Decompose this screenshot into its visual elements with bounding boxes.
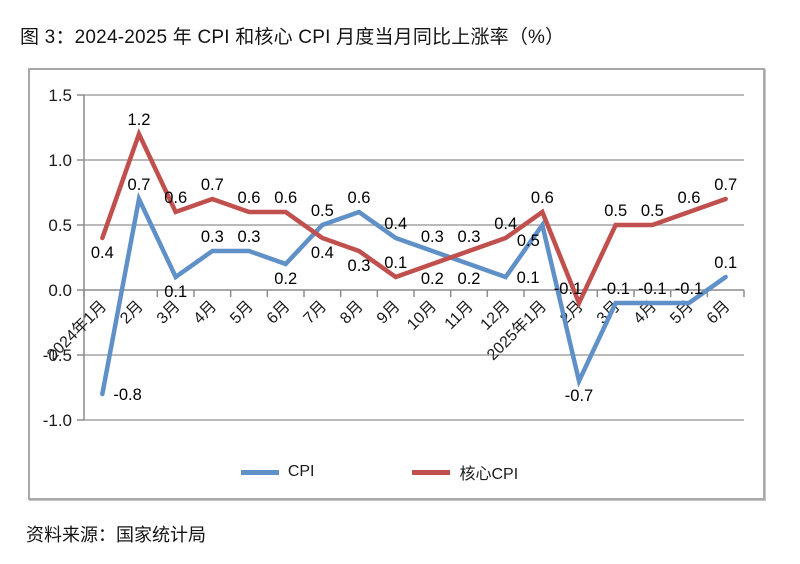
y-axis-label: -0.5: [43, 346, 72, 365]
legend-item-core-cpi: 核心CPI: [412, 460, 518, 484]
cpi-legend-label: CPI: [287, 463, 315, 480]
cpi-data-label: 0.5: [311, 202, 334, 220]
cpi-data-label: 0.1: [164, 283, 187, 301]
cpi-data-label: 0.2: [458, 270, 481, 288]
cpi-data-label: 0.6: [348, 189, 371, 207]
core-cpi-data-label: 0.5: [604, 202, 627, 220]
x-axis-label: 5月: [227, 298, 257, 328]
legend-item-cpi: CPI: [240, 463, 315, 481]
x-axis-label: 2024年1月: [43, 297, 110, 364]
cpi-data-label: -0.7: [565, 387, 593, 405]
x-axis-label: 3月: [154, 298, 184, 328]
cpi-data-label: 0.1: [714, 254, 737, 272]
cpi-data-label: 0.3: [238, 228, 261, 246]
cpi-data-label: 0.7: [128, 176, 151, 194]
cpi-data-label: 0.1: [517, 269, 540, 287]
cpi-data-label: 0.3: [421, 228, 444, 246]
x-axis-label: 4月: [191, 298, 221, 328]
core-cpi-data-label: 0.7: [714, 176, 737, 194]
cpi-data-label: -0.1: [638, 280, 666, 298]
core-cpi-data-label: 0.4: [494, 215, 517, 233]
cpi-data-label: -0.8: [113, 386, 141, 404]
figure-title: 图 3：2024-2025 年 CPI 和核心 CPI 月度当月同比上涨率（%）: [20, 27, 565, 48]
core-cpi-data-label: 0.4: [311, 244, 334, 262]
core-cpi-data-label: 0.4: [91, 244, 114, 262]
core-cpi-data-label: 1.2: [128, 111, 151, 129]
chart-legend: CPI 核心CPI: [30, 460, 729, 484]
y-axis-label: 1.5: [48, 86, 72, 105]
core-cpi-data-label: 0.6: [531, 189, 554, 207]
core-cpi-data-label: 0.5: [641, 202, 664, 220]
cpi-data-label: -0.1: [675, 280, 703, 298]
core-cpi-legend-label: 核心CPI: [459, 466, 519, 483]
cpi-data-label: 0.2: [274, 270, 297, 288]
chart-frame: 1.5 1.0 0.5 0.0 -0.5 -1.0 2024年1月 2月 3月 4月 5月 6月 7月 8…: [28, 68, 765, 500]
x-axis-label: 6月: [704, 298, 734, 328]
core-cpi-legend-line-icon: [412, 469, 451, 475]
cpi-data-label: -0.1: [601, 280, 629, 298]
y-axis-label: -1.0: [43, 411, 72, 430]
x-axis-label: 10月: [404, 298, 440, 334]
core-cpi-data-label: 0.7: [201, 176, 224, 194]
core-cpi-data-label: 0.6: [678, 189, 701, 207]
x-axis-label: 8月: [337, 298, 367, 328]
cpi-data-label: 0.3: [201, 228, 224, 246]
x-axis-label: 7月: [301, 298, 331, 328]
x-axis-label: 6月: [264, 298, 294, 328]
source-note: 资料来源：国家统计局: [26, 525, 206, 545]
core-cpi-line: [100, 128, 728, 309]
core-cpi-data-label: 0.3: [458, 228, 481, 246]
y-axis-label: 0.0: [48, 281, 72, 300]
y-axis-label: 1.0: [48, 151, 72, 170]
core-cpi-data-label: -0.1: [554, 280, 582, 298]
y-axis-label: 0.5: [48, 216, 72, 235]
core-cpi-data-label: 0.1: [384, 254, 407, 272]
x-axis-label: 9月: [374, 298, 404, 328]
cpi-line: [100, 191, 728, 397]
core-cpi-data-label: 0.6: [274, 189, 297, 207]
cpi-legend-line-icon: [240, 469, 279, 475]
cpi-data-label: 0.5: [517, 232, 540, 250]
x-axis-label: 11月: [442, 298, 477, 333]
core-cpi-data-label: 0.3: [348, 257, 371, 275]
core-cpi-data-label: 0.2: [421, 270, 444, 288]
core-cpi-data-label: 0.6: [164, 189, 187, 207]
cpi-data-label: 0.4: [384, 215, 407, 233]
core-cpi-data-label: 0.6: [238, 189, 261, 207]
